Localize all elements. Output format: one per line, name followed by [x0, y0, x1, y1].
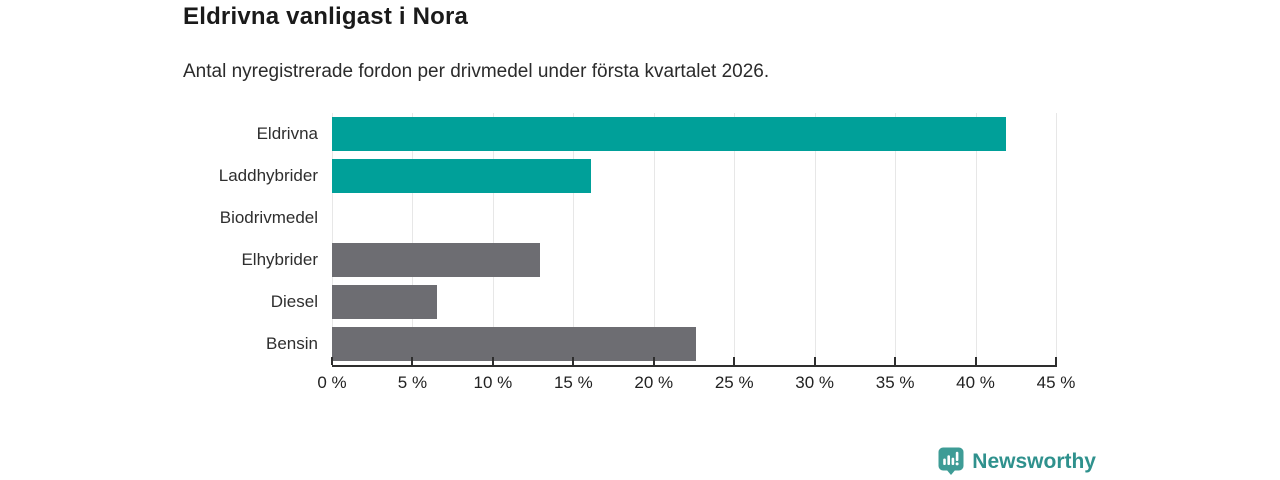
gridline [412, 113, 414, 365]
gridline [332, 113, 333, 365]
x-axis-tick-label: 20 % [634, 373, 674, 392]
x-axis-tick-label: 45 % [1036, 373, 1076, 392]
category-label: Bensin [266, 334, 318, 353]
x-axis-tick-label: 25 % [714, 373, 754, 392]
gridline [492, 113, 494, 365]
x-axis-tick-label: 0 % [317, 373, 347, 392]
gridline [814, 113, 816, 365]
x-axis-tick-label: 35 % [875, 373, 915, 392]
x-axis-tick [894, 357, 897, 365]
x-axis-tick-label: 5 % [397, 373, 428, 392]
x-axis-tick-label: 10 % [473, 373, 513, 392]
gridline [1056, 113, 1057, 365]
category-label: Laddhybrider [218, 166, 318, 185]
x-axis-tick [1055, 357, 1057, 365]
newsworthy-logo[interactable]: Newsworthy [938, 447, 1096, 476]
chart-title: Eldrivna vanligast i Nora [183, 3, 469, 30]
category-label: Diesel [270, 292, 318, 311]
x-axis-line [332, 365, 1057, 367]
gridline [653, 113, 655, 365]
x-axis-tick [974, 357, 977, 365]
bar-eldrivna [332, 117, 1007, 151]
x-axis-tick [652, 357, 655, 365]
category-label: Elhybrider [241, 250, 318, 269]
bar-bensin [332, 327, 696, 361]
x-axis-tick [491, 357, 494, 365]
bar-elhybrider [332, 243, 540, 277]
x-axis-tick [411, 357, 414, 365]
x-axis-tick [733, 357, 736, 365]
x-axis-tick [572, 357, 575, 365]
newsworthy-logo-icon [938, 447, 964, 476]
x-axis-tick [813, 357, 816, 365]
chart-subtitle: Antal nyregistrerade fordon per drivmede… [183, 61, 770, 82]
bar-laddhybrider [332, 159, 592, 193]
logo-bubble-shape [938, 447, 964, 475]
gridline [573, 113, 575, 365]
newsworthy-logo-text: Newsworthy [972, 449, 1096, 473]
gridline [975, 113, 977, 365]
category-label: Biodrivmedel [219, 208, 318, 227]
x-axis-tick-label: 15 % [553, 373, 593, 392]
x-axis-tick-label: 40 % [956, 373, 995, 392]
gridline [734, 113, 736, 365]
gridline [895, 113, 897, 365]
bar-diesel [332, 285, 437, 319]
x-axis-tick-label: 30 % [795, 373, 835, 392]
category-label: Eldrivna [256, 124, 318, 143]
x-axis-tick [331, 357, 333, 365]
